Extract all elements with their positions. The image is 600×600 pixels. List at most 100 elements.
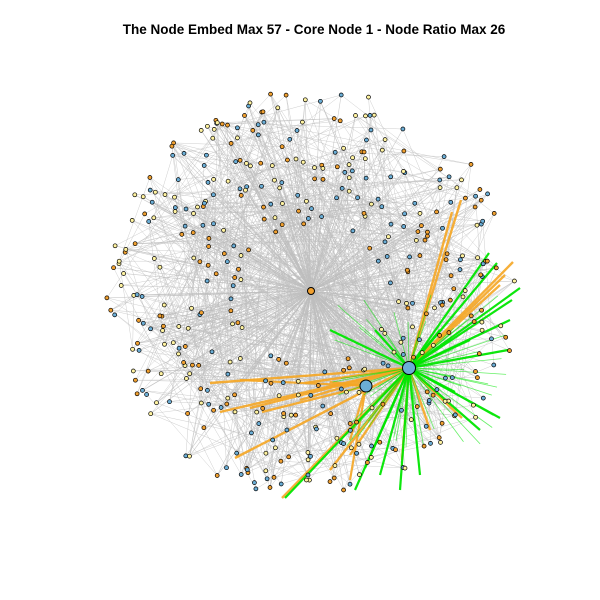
graph-node	[161, 323, 166, 329]
edge	[216, 123, 472, 165]
edge	[193, 257, 372, 447]
graph-node	[140, 194, 146, 200]
graph-node	[361, 149, 367, 155]
edge	[310, 206, 476, 292]
edge	[161, 172, 405, 374]
green-edge	[368, 367, 410, 428]
edge	[164, 123, 223, 195]
graph-node	[438, 440, 443, 445]
graph-node	[468, 162, 474, 167]
graph-node	[255, 122, 261, 128]
graph-node	[293, 412, 299, 418]
graph-node	[319, 214, 324, 219]
graph-node	[276, 357, 282, 362]
edge	[382, 150, 410, 369]
graph-node	[182, 223, 188, 229]
graph-node	[341, 367, 346, 373]
edge	[213, 223, 312, 292]
graph-node	[388, 280, 393, 286]
edge	[184, 225, 410, 369]
graph-node	[154, 400, 159, 406]
edge	[207, 277, 235, 282]
green-edge	[408, 367, 494, 416]
edge	[223, 230, 501, 327]
green-edge	[350, 367, 410, 425]
graph-node	[202, 200, 207, 206]
graph-node	[312, 165, 317, 170]
edge	[178, 348, 351, 485]
graph-node	[357, 472, 362, 477]
graph-node	[295, 192, 301, 198]
edge	[156, 290, 312, 403]
graph-node	[146, 219, 152, 224]
edge	[171, 146, 367, 387]
graph-node	[261, 204, 266, 210]
graph-node	[402, 211, 407, 217]
edge	[125, 208, 312, 253]
edge	[178, 353, 252, 434]
graph-node	[175, 177, 181, 182]
graph-node	[363, 175, 369, 181]
graph-node	[404, 267, 410, 273]
edge	[207, 126, 410, 369]
graph-node	[353, 113, 358, 118]
edge	[303, 161, 422, 226]
graph-node	[379, 147, 385, 153]
graph-node	[225, 371, 231, 377]
graph-node	[116, 258, 122, 264]
edge	[365, 196, 476, 387]
graph-node	[347, 481, 353, 487]
graph-node	[485, 191, 490, 197]
edge	[252, 120, 341, 131]
edge	[125, 249, 451, 301]
edge	[156, 152, 336, 403]
edge	[214, 129, 410, 369]
graph-node	[305, 457, 311, 463]
graph-node	[327, 479, 333, 484]
graph-node	[320, 176, 326, 182]
green-edge	[408, 367, 507, 375]
graph-node	[195, 204, 200, 210]
orange-edge	[239, 378, 367, 388]
graph-node	[437, 333, 442, 338]
graph-node	[379, 327, 384, 332]
graph-node	[176, 351, 181, 357]
graph-node	[211, 177, 216, 182]
edge	[110, 310, 236, 413]
graph-node	[347, 421, 353, 426]
graph-node	[228, 296, 234, 302]
graph-node	[261, 216, 267, 222]
edge	[188, 328, 410, 369]
graph-node	[441, 154, 447, 159]
green-edge	[408, 367, 493, 428]
edge	[174, 197, 201, 262]
green-edge	[332, 367, 410, 383]
graph-node	[259, 183, 264, 189]
edge	[236, 452, 307, 481]
edge	[137, 294, 410, 369]
graph-node	[451, 286, 457, 292]
graph-node	[350, 155, 355, 161]
graph-node	[334, 195, 339, 201]
graph-node	[225, 122, 230, 128]
graph-node	[362, 366, 368, 372]
graph-node	[233, 159, 239, 164]
edge	[334, 152, 456, 416]
graph-node	[356, 441, 362, 447]
graph-node	[348, 445, 354, 451]
edge	[193, 257, 248, 470]
graph-node	[285, 157, 290, 163]
graph-node	[261, 119, 267, 125]
graph-node	[227, 359, 233, 365]
graph-node	[479, 319, 485, 325]
edge	[244, 115, 410, 369]
edge	[373, 115, 410, 369]
green-edge	[395, 367, 410, 441]
edge	[193, 206, 382, 214]
graph-node	[332, 149, 338, 155]
edge	[222, 123, 457, 188]
graph-node	[294, 128, 300, 133]
graph-node	[315, 383, 321, 388]
graph-node	[135, 340, 140, 346]
graph-node	[161, 302, 167, 308]
